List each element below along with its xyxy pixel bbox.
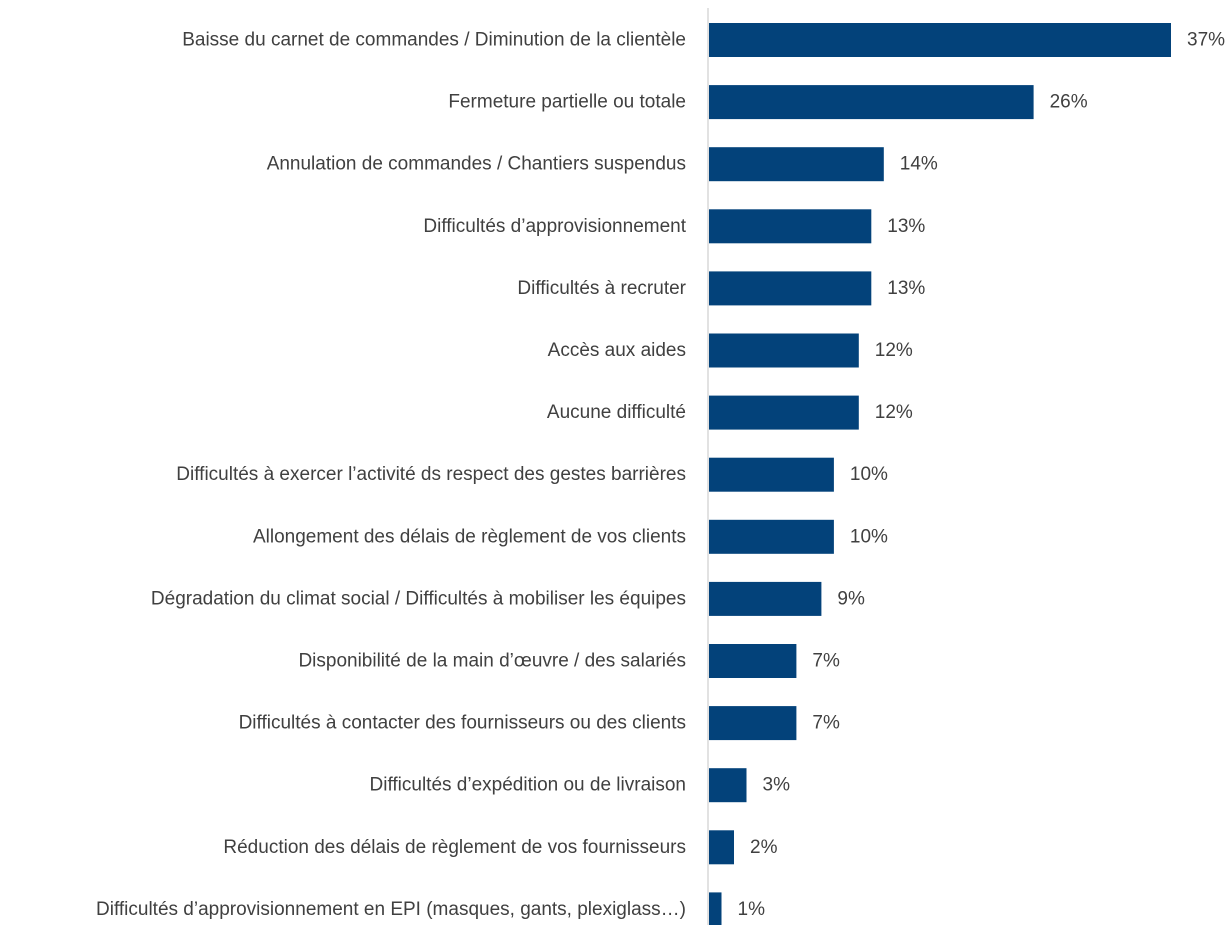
bar-7	[709, 457, 834, 492]
bars-group	[709, 23, 1171, 925]
category-label-1: Fermeture partielle ou totale	[448, 92, 686, 113]
value-label-2: 14%	[900, 154, 938, 175]
bar-10	[709, 644, 797, 678]
value-label-12: 3%	[763, 775, 791, 796]
value-label-9: 9%	[837, 588, 865, 609]
bar-11	[709, 706, 797, 741]
value-label-1: 26%	[1050, 92, 1088, 113]
bar-2	[709, 147, 884, 182]
category-label-12: Difficultés d’expédition ou de livraison	[370, 775, 687, 796]
category-label-0: Baisse du carnet de commandes / Diminuti…	[182, 30, 686, 51]
category-label-2: Annulation de commandes / Chantiers susp…	[267, 154, 686, 175]
value-label-6: 12%	[875, 402, 913, 423]
bar-9	[709, 581, 822, 616]
bar-5	[709, 333, 859, 368]
category-label-6: Aucune difficulté	[547, 402, 686, 423]
value-label-8: 10%	[850, 526, 888, 547]
bar-3	[709, 209, 872, 244]
value-label-4: 13%	[887, 278, 925, 299]
value-label-11: 7%	[812, 713, 840, 734]
category-label-5: Accès aux aides	[548, 340, 686, 361]
bar-1	[709, 85, 1034, 120]
value-label-13: 2%	[750, 837, 778, 858]
bar-0	[709, 23, 1171, 57]
value-labels-group: 37% 26% 14% 13% 13% 12% 12% 10% 10% 9% 7% 7% 3% 2% 1%	[738, 30, 1226, 920]
category-label-14: Difficultés d’approvisionnement en EPI (…	[96, 899, 686, 920]
value-label-0: 37%	[1187, 30, 1225, 51]
value-label-3: 13%	[887, 216, 925, 237]
category-label-13: Réduction des délais de règlement de vos…	[223, 837, 686, 858]
value-label-7: 10%	[850, 464, 888, 485]
category-label-11: Difficultés à contacter des fournisseurs…	[239, 713, 686, 734]
category-label-4: Difficultés à recruter	[517, 278, 686, 299]
bar-4	[709, 271, 872, 306]
bar-14	[709, 892, 722, 925]
category-label-9: Dégradation du climat social / Difficult…	[151, 588, 686, 609]
bar-12	[709, 768, 747, 803]
bar-8	[709, 519, 834, 554]
category-label-10: Disponibilité de la main d’œuvre / des s…	[298, 651, 686, 672]
value-label-10: 7%	[812, 651, 840, 672]
value-label-14: 1%	[738, 899, 766, 920]
category-label-8: Allongement des délais de règlement de v…	[253, 526, 686, 547]
category-label-7: Difficultés à exercer l’activité ds resp…	[176, 464, 686, 485]
category-label-3: Difficultés d’approvisionnement	[423, 216, 686, 237]
value-label-5: 12%	[875, 340, 913, 361]
bar-6	[709, 395, 859, 430]
bar-13	[709, 830, 734, 865]
category-labels-group: Baisse du carnet de commandes / Diminuti…	[96, 30, 687, 920]
